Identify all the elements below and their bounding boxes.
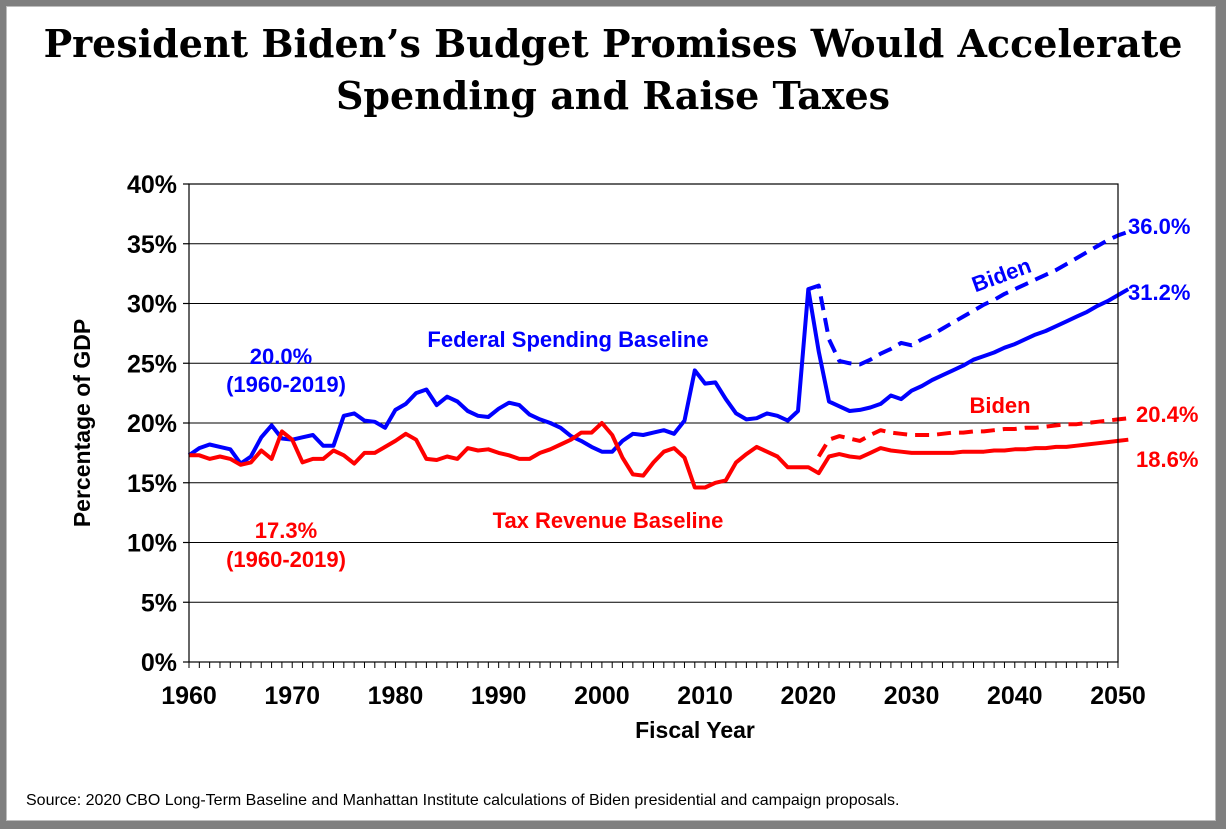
- annotation-label: 20.4%: [1136, 402, 1198, 427]
- y-tick-label: 40%: [127, 171, 177, 199]
- series-line-1: [807, 229, 1129, 367]
- y-axis-label: Percentage of GDP: [69, 319, 95, 527]
- annotation-label: 20.0%: [250, 344, 312, 369]
- annotation-label: (1960-2019): [226, 547, 346, 572]
- x-tick-label: 1970: [264, 682, 320, 710]
- x-tick-label: 1960: [161, 682, 217, 710]
- y-tick-label: 25%: [127, 350, 177, 378]
- x-tick-label: 2030: [884, 682, 940, 710]
- annotation-label: 31.2%: [1128, 280, 1190, 305]
- annotation-label: 36.0%: [1128, 214, 1190, 239]
- y-tick-label: 0%: [141, 649, 177, 677]
- series-line-2: [189, 421, 1129, 490]
- title-line-2: Spending and Raise Taxes: [335, 73, 891, 118]
- y-tick-label: 5%: [141, 589, 177, 617]
- annotation-label: Biden: [968, 253, 1034, 297]
- x-axis-label: Fiscal Year: [635, 717, 755, 743]
- axes: [183, 183, 1119, 668]
- x-tick-label: 1980: [368, 682, 424, 710]
- y-tick-label: 15%: [127, 470, 177, 498]
- annotation-label: (1960-2019): [226, 372, 346, 397]
- x-tick-label: 2010: [677, 682, 733, 710]
- x-tick-label: 2040: [987, 682, 1043, 710]
- chart-frame: [6, 6, 1216, 821]
- annotation-label: Federal Spending Baseline: [427, 327, 708, 352]
- source-note: Source: 2020 CBO Long-Term Baseline and …: [26, 792, 900, 809]
- title-line-1: President Biden’s Budget Promises Would …: [43, 21, 1183, 66]
- annotation-label: Tax Revenue Baseline: [493, 508, 724, 533]
- annotations: Federal Spending Baseline Tax Revenue Bas…: [226, 214, 1198, 572]
- y-tick-label: 10%: [127, 530, 177, 558]
- y-tick-label: 20%: [127, 410, 177, 438]
- series-line-0: [187, 287, 1130, 466]
- annotation-label: 18.6%: [1136, 447, 1198, 472]
- series-line-3: [816, 416, 1129, 458]
- annotation-label: Biden: [969, 393, 1030, 418]
- y-tick-label: 35%: [127, 231, 177, 259]
- series-lines: [187, 229, 1130, 490]
- annotation-label: 17.3%: [255, 518, 317, 543]
- x-tick-label: 1990: [471, 682, 527, 710]
- x-tick-label: 2050: [1090, 682, 1146, 710]
- x-tick-label: 2020: [781, 682, 837, 710]
- y-tick-label: 30%: [127, 291, 177, 319]
- tick-labels: 0% 5% 10% 15% 20% 25% 30% 35% 40% 1960 1970 1980 199…: [127, 171, 1146, 710]
- chart-title: President Biden’s Budget Promises Would …: [0, 18, 1226, 122]
- x-tick-label: 2000: [574, 682, 630, 710]
